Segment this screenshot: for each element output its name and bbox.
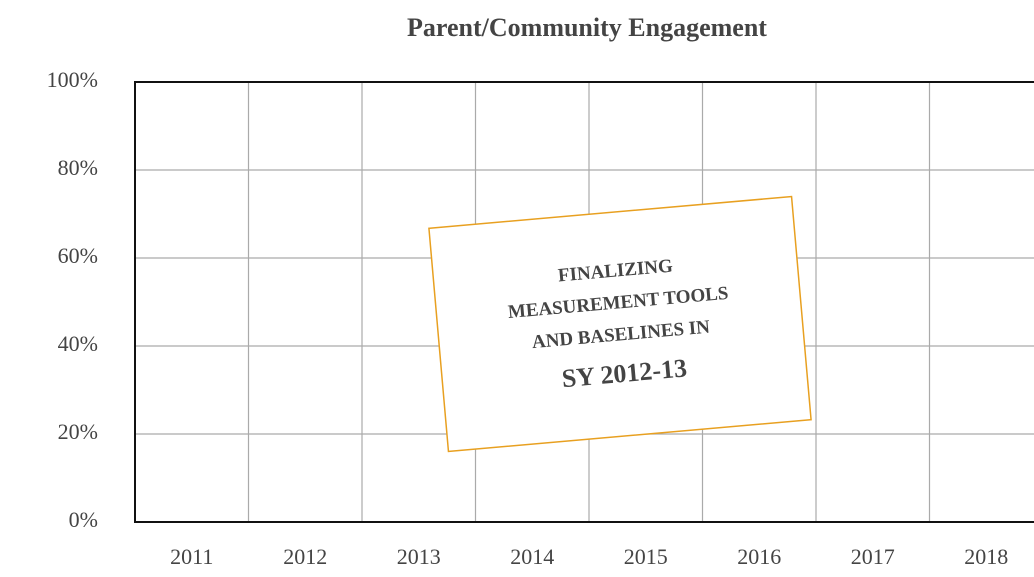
x-tick-label: 2016 [737, 544, 781, 569]
annotation-box [428, 195, 812, 453]
y-tick-label: 80% [58, 155, 98, 180]
x-tick-label: 2017 [851, 544, 895, 569]
x-tick-label: 2014 [510, 544, 554, 569]
x-tick-label: 2015 [624, 544, 668, 569]
x-tick-label: 2013 [397, 544, 441, 569]
y-tick-label: 0% [69, 507, 98, 532]
y-tick-label: 20% [58, 419, 98, 444]
x-tick-label: 2011 [170, 544, 213, 569]
plot-frame [134, 81, 1034, 523]
x-tick-label: 2018 [964, 544, 1008, 569]
chart-title: Parent/Community Engagement [407, 13, 767, 42]
x-tick-label: 2012 [283, 544, 327, 569]
y-tick-label: 40% [58, 331, 98, 356]
y-tick-label: 100% [47, 67, 98, 92]
y-tick-label: 60% [58, 243, 98, 268]
